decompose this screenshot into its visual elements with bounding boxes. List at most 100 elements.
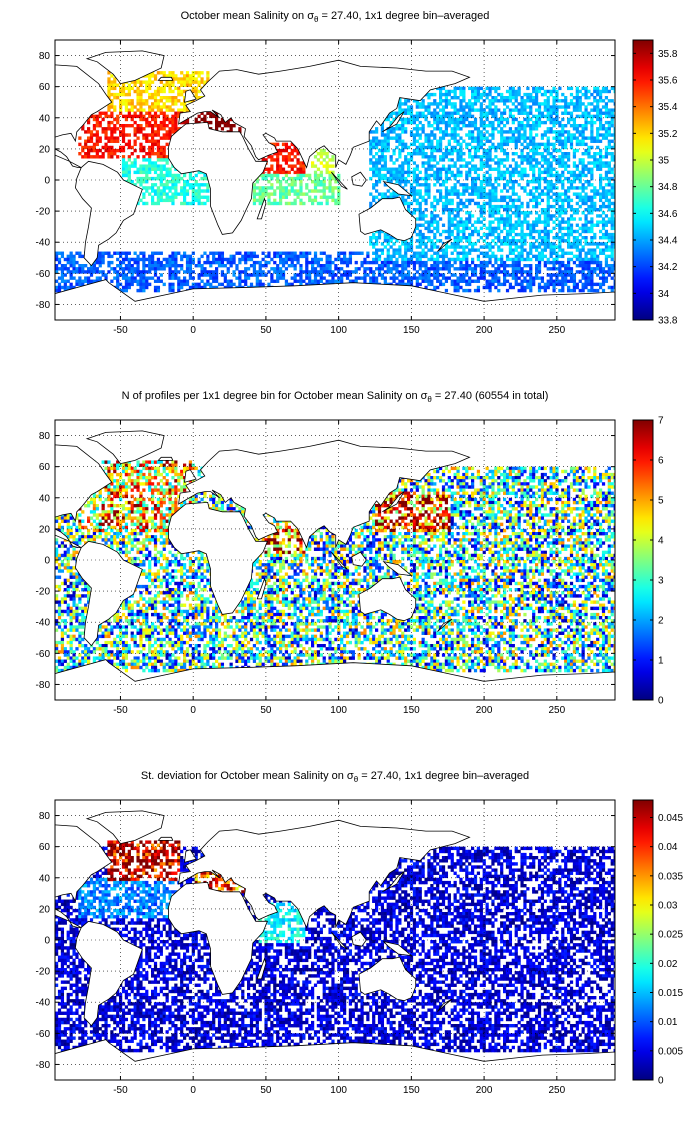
heatmap-cell (453, 133, 457, 137)
heatmap-cell (523, 220, 527, 224)
heatmap-cell (546, 232, 550, 237)
heatmap-cell (610, 133, 614, 137)
heatmap-cell (526, 161, 530, 165)
heatmap-cell (441, 105, 446, 109)
heatmap-cell (404, 239, 408, 243)
heatmap-cell (188, 186, 193, 190)
heatmap-cell (468, 120, 472, 125)
heatmap-cell (316, 152, 321, 156)
heatmap-cell (505, 130, 510, 134)
heatmap-cell (415, 124, 419, 128)
heatmap-cell (468, 214, 472, 218)
heatmap-cell (552, 89, 556, 94)
heatmap-cell (276, 264, 280, 268)
heatmap-cell (604, 220, 609, 224)
heatmap-cell (494, 192, 498, 196)
heatmap-cell (386, 142, 390, 147)
heatmap-cell (308, 251, 312, 255)
heatmap-cell (468, 251, 472, 255)
heatmap-cell (578, 198, 582, 203)
heatmap-cell (148, 192, 152, 196)
heatmap-cell (529, 180, 533, 184)
heatmap-cell (497, 145, 501, 150)
heatmap-cell (529, 111, 533, 115)
heatmap-cell (206, 254, 210, 259)
heatmap-cell (430, 242, 434, 246)
heatmap-cell (296, 161, 300, 165)
heatmap-cell (558, 120, 562, 125)
heatmap-cell (95, 152, 99, 156)
heatmap-cell (471, 167, 475, 171)
heatmap-cell (436, 226, 440, 231)
heatmap-cell (439, 86, 443, 91)
heatmap-cell (593, 96, 597, 100)
heatmap-cell (532, 229, 536, 234)
heatmap-cell (532, 223, 536, 227)
heatmap-cell (328, 189, 332, 193)
heatmap-cell (590, 204, 594, 209)
heatmap-cell (203, 260, 207, 265)
heatmap-cell (72, 260, 76, 265)
heatmap-cell (331, 198, 335, 203)
heatmap-cell (308, 195, 312, 199)
heatmap-cell (590, 167, 594, 171)
heatmap-cell (447, 192, 451, 196)
heatmap-cell (162, 71, 166, 75)
heatmap-cell (537, 229, 542, 234)
heatmap-cell (471, 158, 475, 162)
heatmap-cell (613, 164, 615, 168)
heatmap-cell (543, 145, 547, 150)
heatmap-cell (127, 99, 131, 103)
heatmap-cell (273, 158, 277, 162)
heatmap-cell (514, 260, 518, 265)
heatmap-cell (357, 267, 361, 271)
heatmap-cell (564, 239, 568, 243)
heatmap-cell (526, 220, 530, 224)
heatmap-cell (372, 161, 376, 165)
heatmap-cell (561, 264, 565, 268)
heatmap-cell (497, 130, 501, 134)
heatmap-cell (485, 254, 489, 259)
heatmap-cell (552, 245, 556, 249)
heatmap-cell (578, 161, 582, 165)
heatmap-cell (110, 148, 114, 153)
heatmap-cell (142, 114, 146, 119)
heatmap-cell (281, 167, 286, 171)
heatmap-cell (98, 139, 102, 143)
heatmap-cell (503, 111, 507, 115)
heatmap-cell (561, 204, 565, 209)
heatmap-cell (436, 273, 440, 277)
heatmap-cell (505, 155, 510, 159)
heatmap-cell (279, 164, 283, 168)
heatmap-cell (415, 173, 419, 178)
heatmap-cell (575, 186, 579, 190)
heatmap-cell (564, 161, 568, 165)
heatmap-cell (267, 167, 271, 171)
heatmap-cell (517, 270, 521, 274)
heatmap-cell (220, 260, 225, 265)
heatmap-cell (151, 96, 155, 100)
heatmap-cell (505, 167, 510, 171)
heatmap-cell (520, 232, 524, 237)
heatmap-cell (599, 208, 603, 212)
heatmap-cell (447, 148, 451, 153)
heatmap-cell (55, 270, 59, 274)
heatmap-cell (409, 248, 414, 252)
heatmap-cell (441, 136, 446, 140)
heatmap-cell (270, 183, 274, 187)
heatmap-cell (517, 217, 521, 221)
heatmap-cell (331, 189, 335, 193)
heatmap-cell (302, 254, 306, 259)
heatmap-cell (587, 270, 591, 274)
heatmap-cell (258, 201, 262, 206)
heatmap-cell (151, 133, 155, 137)
heatmap-cell (462, 248, 466, 252)
heatmap-cell (383, 148, 387, 153)
heatmap-cell (497, 264, 501, 268)
heatmap-cell (165, 99, 169, 103)
heatmap-cell (555, 139, 559, 143)
heatmap-cell (459, 220, 463, 224)
heatmap-cell (558, 139, 562, 143)
heatmap-cell (311, 257, 315, 262)
heatmap-cell (540, 236, 545, 240)
